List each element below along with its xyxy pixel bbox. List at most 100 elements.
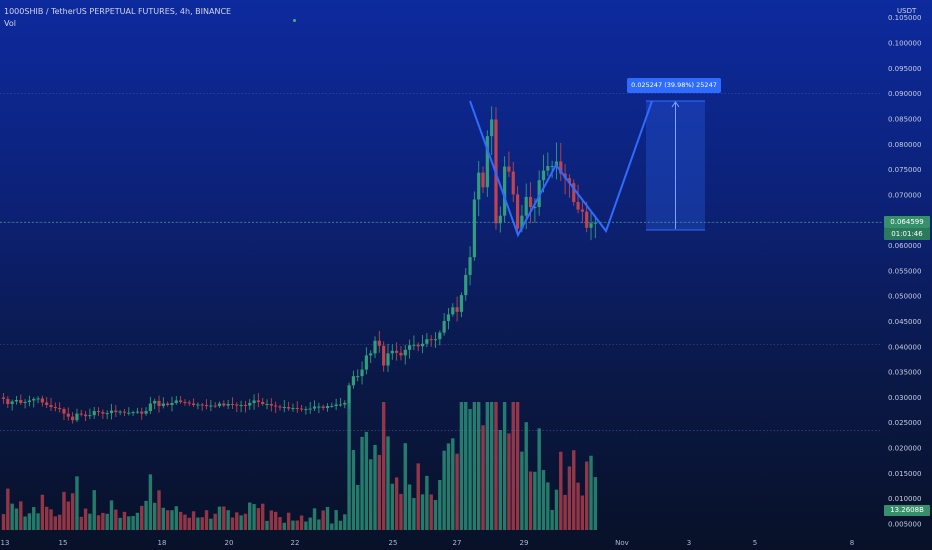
volume-bar — [489, 402, 494, 530]
candle-body — [429, 339, 433, 341]
candle-body — [282, 407, 286, 409]
candle-body — [373, 340, 377, 354]
candle-body — [317, 406, 321, 408]
candle-body — [580, 209, 584, 212]
volume-bar — [304, 521, 308, 530]
volume-bar — [1, 514, 6, 530]
volume-bar — [468, 409, 472, 530]
time-tick-label: Nov — [615, 539, 629, 547]
candle-body — [403, 349, 407, 356]
candle-body — [472, 199, 476, 258]
time-tick-label: 13 — [1, 539, 10, 547]
candle-body — [79, 413, 83, 415]
candle-body — [191, 403, 196, 406]
volume-bar — [239, 515, 243, 530]
volume-bar — [576, 482, 580, 530]
volume-bar — [356, 485, 360, 530]
candle-body — [399, 352, 403, 356]
volume-bar — [433, 499, 438, 530]
candle-body — [161, 403, 165, 407]
time-tick-label: 8 — [850, 539, 854, 547]
volume-bar — [412, 498, 416, 530]
volume-bar — [222, 506, 226, 530]
candle-body — [438, 332, 442, 340]
candle-body — [53, 407, 57, 409]
candle-body — [585, 211, 589, 228]
volume-bar — [334, 510, 338, 530]
time-axis[interactable]: 13 15 18 20 22 25 27 29 Nov 3 5 8 — [0, 533, 882, 550]
volume-bar — [351, 449, 356, 530]
candle-body — [144, 411, 148, 414]
candle-body — [528, 196, 533, 208]
candle-body — [261, 401, 265, 405]
volume-bar — [148, 474, 153, 530]
volume-bar — [338, 520, 343, 530]
price-tick-label: 0.015000 — [888, 470, 921, 478]
candle-body — [187, 402, 191, 404]
price-chart[interactable] — [0, 0, 882, 533]
candle-body — [541, 170, 546, 181]
candle-body — [308, 408, 312, 410]
candle-body — [230, 404, 235, 406]
volume-bar — [394, 477, 399, 530]
candle-body — [287, 407, 291, 409]
time-tick-label: 5 — [753, 539, 757, 547]
candle-body — [338, 404, 343, 406]
volume-bar — [438, 479, 442, 530]
price-tick-label: 0.025000 — [888, 419, 921, 427]
volume-bar — [261, 503, 265, 530]
measure-arrow-head-icon — [671, 101, 680, 108]
volume-bar — [502, 402, 507, 530]
candle-body — [27, 400, 32, 402]
volume-bar — [174, 506, 178, 530]
candle-body — [235, 404, 239, 406]
price-tick-label: 0.055000 — [888, 267, 921, 275]
volume-bar — [554, 489, 559, 530]
candle-body — [304, 409, 308, 411]
volume-bar — [109, 500, 114, 530]
volume-bar — [66, 501, 70, 530]
candle-body — [554, 161, 559, 167]
volume-bar — [291, 520, 295, 530]
price-axis[interactable]: 0.005000 0.010000 0.015000 0.020000 0.025000… — [882, 0, 932, 550]
candle-body — [209, 405, 213, 407]
candle-body — [330, 406, 334, 408]
candle-body — [550, 166, 554, 168]
time-tick-label: 3 — [687, 539, 691, 547]
candle-body — [196, 404, 200, 406]
candle-body — [122, 411, 127, 413]
volume-bar — [507, 433, 511, 530]
volume-bar — [144, 500, 148, 530]
price-tick-label: 0.040000 — [888, 343, 921, 351]
volume-bar — [170, 510, 174, 530]
candle-body — [589, 223, 593, 228]
volume-bar — [57, 514, 62, 530]
candle-body — [88, 415, 92, 417]
volume-bar — [191, 511, 196, 530]
candle-body — [382, 345, 386, 366]
candle-body — [166, 403, 170, 406]
price-tick-label: 0.090000 — [888, 90, 921, 98]
candle-body — [386, 353, 390, 366]
candle-body — [321, 406, 325, 409]
candle-body — [62, 409, 66, 414]
volume-bar — [49, 509, 53, 530]
candle-body — [157, 400, 161, 407]
candle-body — [420, 343, 425, 347]
volume-bar — [161, 507, 166, 530]
candle-body — [252, 400, 256, 403]
volume-bar — [217, 506, 222, 530]
candle-body — [511, 171, 515, 195]
candle-body — [179, 400, 183, 402]
candle-body — [395, 350, 399, 353]
candle-body — [204, 405, 209, 407]
candle-body — [131, 412, 135, 414]
candle-body — [485, 136, 489, 188]
volume-bar — [157, 490, 161, 530]
volume-bar — [83, 508, 88, 530]
price-tick-label: 0.030000 — [888, 394, 921, 402]
volume-bar — [572, 450, 576, 530]
candle-body — [174, 400, 178, 403]
volume-bar — [183, 514, 187, 530]
